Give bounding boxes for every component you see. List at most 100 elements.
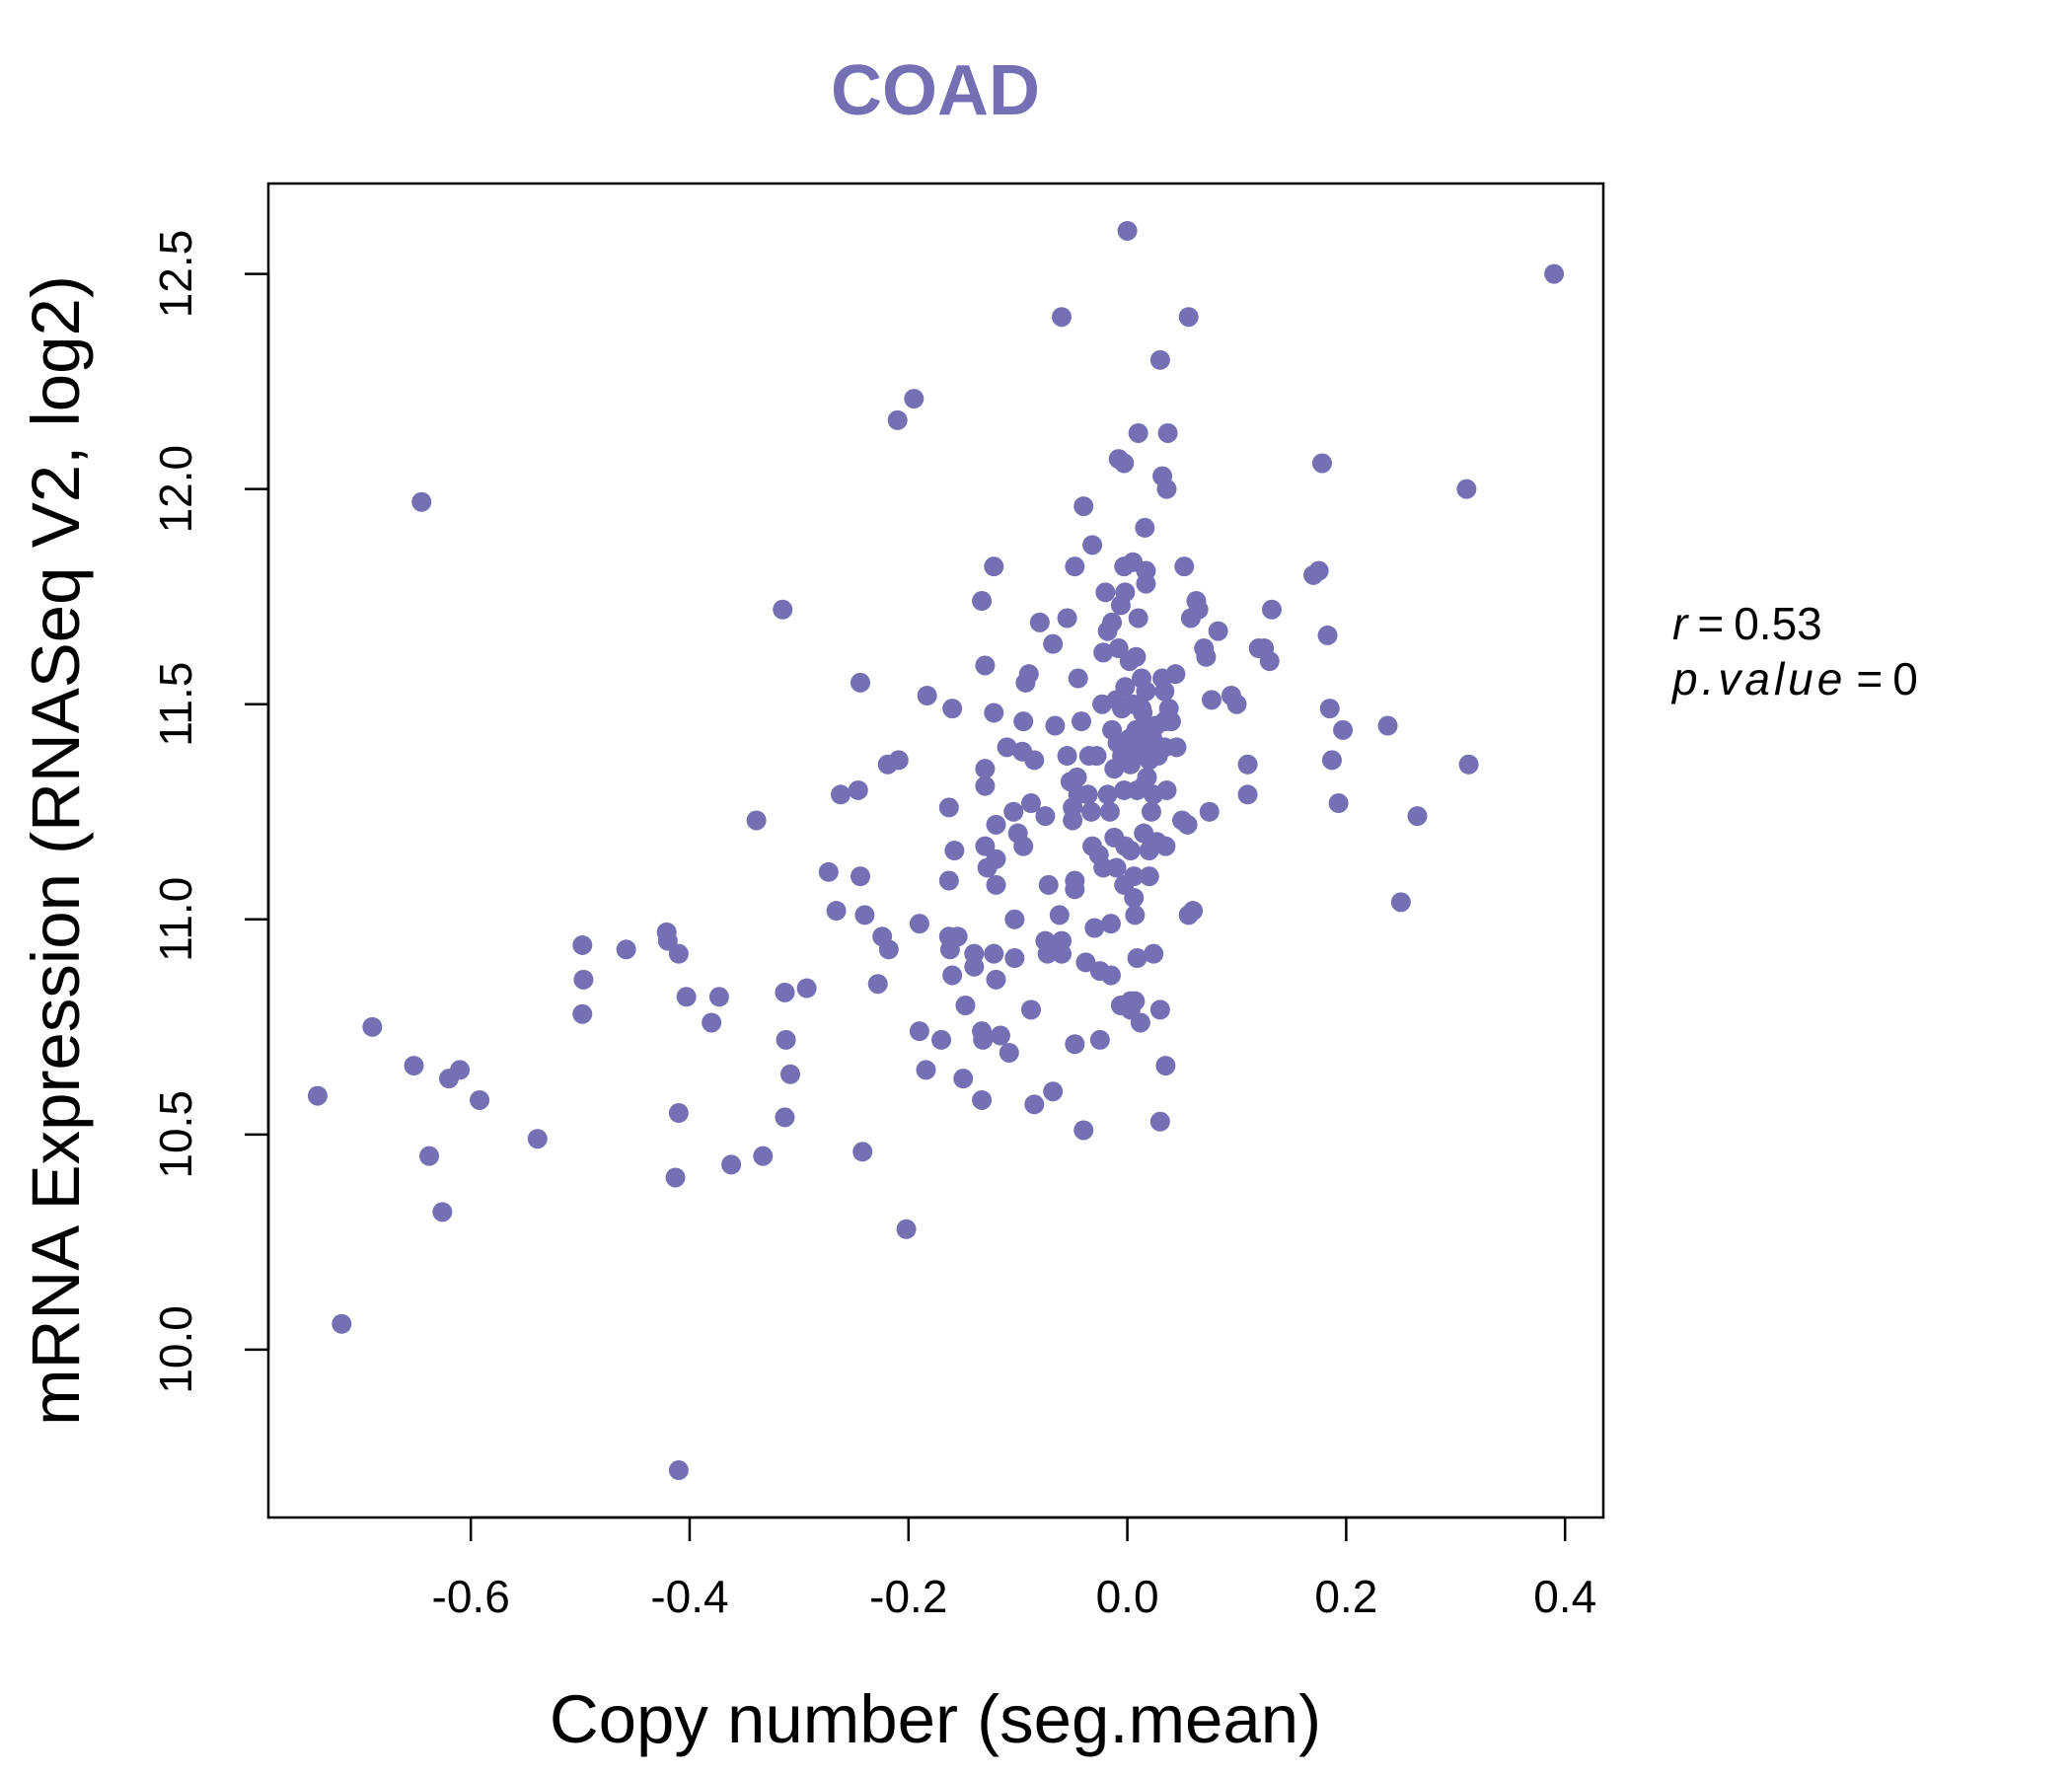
data-point bbox=[702, 1012, 722, 1033]
p-equals: = bbox=[1856, 653, 1883, 704]
data-point bbox=[986, 969, 1006, 990]
data-point bbox=[676, 987, 697, 1007]
data-point bbox=[1544, 263, 1565, 284]
data-point bbox=[1013, 836, 1034, 856]
data-point bbox=[572, 1003, 593, 1024]
data-point bbox=[668, 943, 689, 964]
data-point bbox=[1124, 866, 1145, 887]
data-point bbox=[746, 810, 767, 831]
data-point bbox=[1073, 1120, 1094, 1141]
data-point bbox=[1166, 737, 1187, 758]
data-point bbox=[1100, 914, 1121, 934]
x-tick-label: -0.6 bbox=[432, 1571, 510, 1622]
data-point bbox=[1115, 677, 1136, 698]
y-tick-label: 10.0 bbox=[150, 1305, 201, 1394]
data-point bbox=[896, 1219, 917, 1239]
data-point bbox=[1156, 479, 1177, 499]
data-point bbox=[1183, 901, 1204, 922]
data-point bbox=[1020, 999, 1041, 1020]
data-point bbox=[887, 409, 908, 430]
data-point bbox=[1160, 711, 1181, 732]
data-point bbox=[1125, 991, 1146, 1011]
data-point bbox=[1071, 711, 1091, 732]
data-point bbox=[1108, 638, 1129, 659]
data-point bbox=[1075, 952, 1096, 973]
data-point bbox=[984, 556, 1004, 577]
data-point bbox=[1237, 754, 1258, 775]
data-point bbox=[404, 1056, 424, 1076]
data-point bbox=[975, 836, 996, 856]
data-point bbox=[1125, 905, 1146, 925]
data-point bbox=[1199, 801, 1220, 822]
data-point bbox=[572, 934, 593, 955]
data-point bbox=[1135, 517, 1155, 538]
data-point bbox=[1237, 784, 1258, 805]
data-point bbox=[1077, 784, 1098, 805]
r-label: r bbox=[1672, 598, 1689, 649]
data-point bbox=[850, 672, 870, 693]
data-point bbox=[1201, 690, 1221, 710]
p-stat-line: p.value = 0 bbox=[1670, 653, 1918, 704]
data-point bbox=[1106, 857, 1127, 878]
data-point bbox=[1407, 806, 1428, 827]
y-tick-label: 12.0 bbox=[150, 445, 201, 534]
data-point bbox=[1004, 909, 1025, 929]
data-point bbox=[909, 1021, 929, 1042]
data-point bbox=[411, 491, 432, 512]
data-point bbox=[1068, 668, 1088, 689]
data-point bbox=[1093, 642, 1114, 663]
y-axis: 10.0 10.5 11.0 11.5 12.0 12.5 bbox=[150, 230, 270, 1394]
data-point bbox=[419, 1146, 440, 1166]
data-point bbox=[1208, 621, 1228, 641]
y-tick-label: 11.0 bbox=[150, 877, 201, 962]
data-point bbox=[665, 1167, 686, 1188]
data-point bbox=[362, 1016, 383, 1037]
data-point bbox=[1124, 887, 1145, 908]
data-point bbox=[1024, 750, 1045, 771]
data-point bbox=[878, 939, 899, 960]
x-tick-label: 0.0 bbox=[1096, 1571, 1159, 1622]
data-point bbox=[1065, 1034, 1085, 1055]
data-point bbox=[1052, 943, 1073, 964]
data-point bbox=[1174, 556, 1195, 577]
chart-title: COAD bbox=[831, 51, 1040, 130]
data-point bbox=[1317, 625, 1338, 645]
data-point bbox=[657, 930, 678, 951]
r-equals: = bbox=[1697, 598, 1724, 649]
x-axis: -0.6 -0.4 -0.2 0.0 0.2 0.4 bbox=[432, 1516, 1596, 1622]
data-point bbox=[1117, 220, 1138, 241]
data-point bbox=[1004, 948, 1025, 969]
data-point bbox=[1127, 948, 1147, 969]
data-point bbox=[942, 965, 963, 986]
data-point bbox=[947, 926, 968, 947]
r-stat-line: r = 0.53 bbox=[1672, 598, 1822, 649]
data-point bbox=[867, 974, 888, 995]
data-point bbox=[1136, 681, 1156, 702]
data-point bbox=[332, 1313, 352, 1334]
data-point bbox=[1029, 612, 1050, 632]
data-point bbox=[1086, 746, 1107, 767]
data-point bbox=[964, 956, 985, 977]
data-point bbox=[1130, 1012, 1150, 1033]
data-point bbox=[527, 1129, 548, 1149]
data-point bbox=[1052, 307, 1073, 328]
data-point bbox=[1319, 699, 1340, 719]
data-point bbox=[1136, 573, 1156, 594]
data-point bbox=[1149, 349, 1170, 370]
data-point bbox=[1157, 422, 1178, 443]
data-point bbox=[1013, 711, 1034, 732]
data-point bbox=[1089, 1029, 1110, 1050]
y-tick-label: 11.5 bbox=[150, 662, 201, 747]
data-point bbox=[888, 750, 909, 771]
data-point bbox=[1097, 784, 1118, 805]
data-point bbox=[1261, 599, 1282, 620]
data-point bbox=[997, 737, 1017, 758]
data-point bbox=[1082, 535, 1103, 555]
data-point bbox=[1043, 633, 1064, 654]
data-point bbox=[616, 939, 636, 960]
data-point bbox=[773, 599, 793, 620]
data-point bbox=[1128, 422, 1148, 443]
data-point bbox=[1141, 801, 1161, 822]
data-point bbox=[307, 1085, 328, 1106]
